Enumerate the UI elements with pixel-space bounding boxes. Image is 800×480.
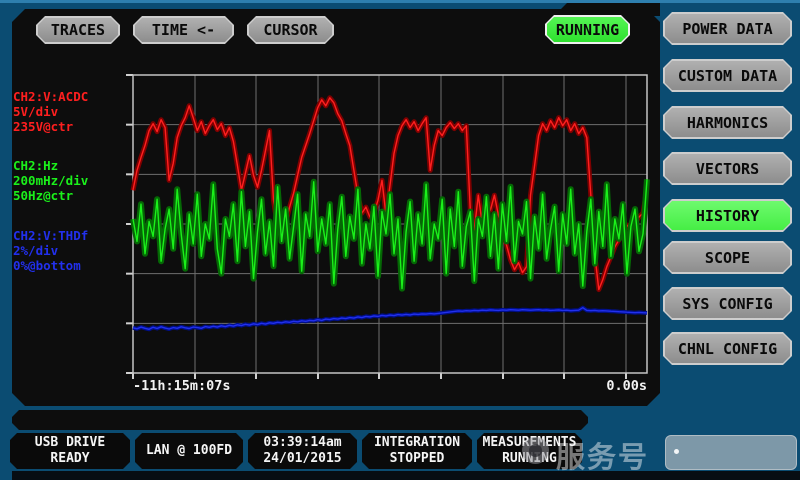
sidebar-label: HISTORY (665, 201, 790, 230)
sidebar-button-scope[interactable]: SCOPE (663, 241, 792, 274)
status-line: RUNNING (502, 451, 557, 466)
status-line: STOPPED (389, 451, 445, 466)
running-status-label: RUNNING (547, 17, 628, 42)
sidebar-label: CHNL CONFIG (665, 334, 790, 363)
softkey-bar (12, 410, 588, 430)
channel-label-voltage: CH2:V:ACDC 5V/div 235V@ctr (13, 89, 131, 134)
sidebar-button-history[interactable]: HISTORY (663, 199, 792, 232)
traces-button[interactable]: TRACES (36, 16, 120, 44)
status-lan: LAN @ 100FD (135, 433, 243, 469)
status-line: USB DRIVE (34, 435, 106, 450)
sidebar-button-power-data[interactable]: POWER DATA (663, 12, 792, 45)
status-line: INTEGRATION (373, 435, 461, 450)
channel-name: CH2:V:THDf (13, 228, 89, 243)
status-datetime: 03:39:14am 24/01/2015 (248, 433, 357, 469)
time-button-label: TIME <- (135, 18, 232, 42)
status-line: MEASUREMENTS (482, 435, 577, 450)
channel-ref: 50Hz@ctr (13, 188, 74, 203)
time-button[interactable]: TIME <- (133, 16, 234, 44)
status-time: 03:39:14am (263, 435, 342, 450)
sidebar-button-sys-config[interactable]: SYS CONFIG (663, 287, 792, 320)
bottom-bezel-strip (12, 471, 800, 480)
channel-label-thd: CH2:V:THDf 2%/div 0%@bottom (13, 228, 131, 273)
sidebar-button-vectors[interactable]: VECTORS (663, 152, 792, 185)
channel-label-frequency: CH2:Hz 200mHz/div 50Hz@ctr (13, 158, 131, 203)
channel-name: CH2:Hz (13, 158, 59, 173)
x-axis-end-label: 0.00s (606, 378, 647, 394)
status-line: LAN @ 100FD (145, 443, 233, 458)
sidebar-label: HARMONICS (665, 108, 790, 137)
traces-button-label: TRACES (38, 18, 118, 42)
channel-name: CH2:V:ACDC (13, 89, 89, 104)
channel-scale: 200mHz/div (13, 173, 89, 188)
cursor-button-label: CURSOR (249, 18, 332, 42)
sidebar-label: POWER DATA (665, 14, 790, 43)
running-status-button[interactable]: RUNNING (545, 15, 630, 44)
channel-scale: 2%/div (13, 243, 59, 258)
sidebar-label: CUSTOM DATA (665, 61, 790, 90)
sidebar-button-harmonics[interactable]: HARMONICS (663, 106, 792, 139)
status-date: 24/01/2015 (263, 451, 342, 466)
history-trend-chart (126, 74, 650, 379)
sidebar-label: SCOPE (665, 243, 790, 272)
status-usb: USB DRIVE READY (10, 433, 130, 469)
status-line: READY (50, 451, 90, 466)
channel-ref: 0%@bottom (13, 258, 81, 273)
cursor-button[interactable]: CURSOR (247, 16, 334, 44)
sidebar-label: SYS CONFIG (665, 289, 790, 318)
x-axis-start-label: -11h:15m:07s (133, 378, 231, 394)
channel-scale: 5V/div (13, 104, 59, 119)
panel-top-notch (561, 0, 660, 16)
watermark-dot-icon (674, 449, 679, 454)
status-measurements: MEASUREMENTS RUNNING (477, 433, 582, 469)
sidebar-button-chnl-config[interactable]: CHNL CONFIG (663, 332, 792, 365)
watermark-box (665, 435, 797, 470)
sidebar-label: VECTORS (665, 154, 790, 183)
status-integration: INTEGRATION STOPPED (362, 433, 472, 469)
channel-ref: 235V@ctr (13, 119, 74, 134)
sidebar-button-custom-data[interactable]: CUSTOM DATA (663, 59, 792, 92)
